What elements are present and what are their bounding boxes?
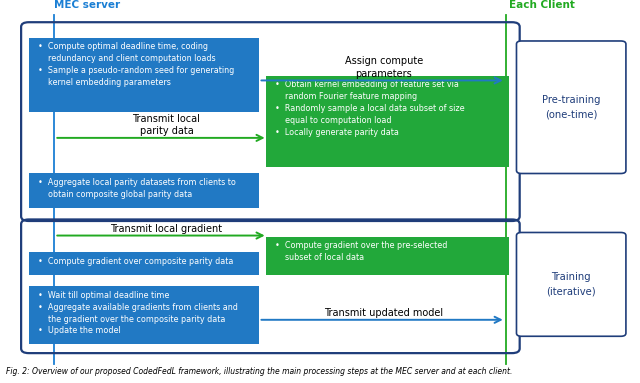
FancyBboxPatch shape [29,286,259,344]
Text: Fig. 2: Overview of our proposed CodedFedL framework, illustrating the main proc: Fig. 2: Overview of our proposed CodedFe… [6,367,513,376]
Text: Transmit local
parity data: Transmit local parity data [132,114,200,136]
Text: Transmit updated model: Transmit updated model [324,308,444,318]
FancyBboxPatch shape [29,252,259,275]
Text: Pre-training
(one-time): Pre-training (one-time) [542,95,600,119]
Text: Transmit local gradient: Transmit local gradient [110,224,223,234]
Text: •  Aggregate local parity datasets from clients to
    obtain composite global p: • Aggregate local parity datasets from c… [38,178,236,199]
Text: •  Compute optimal deadline time, coding
    redundancy and client computation l: • Compute optimal deadline time, coding … [38,42,235,87]
FancyBboxPatch shape [29,173,259,208]
Text: •  Compute gradient over the pre-selected
    subset of local data: • Compute gradient over the pre-selected… [275,241,447,262]
FancyBboxPatch shape [266,237,509,275]
Text: MEC server: MEC server [54,0,120,10]
Text: Assign compute
parameters: Assign compute parameters [345,56,423,79]
Text: •  Compute gradient over composite parity data: • Compute gradient over composite parity… [38,257,234,265]
FancyBboxPatch shape [29,38,259,112]
Text: •  Obtain kernel embedding of feature set via
    random Fourier feature mapping: • Obtain kernel embedding of feature set… [275,80,465,137]
FancyBboxPatch shape [516,232,626,336]
Text: •  Wait till optimal deadline time
•  Aggregate available gradients from clients: • Wait till optimal deadline time • Aggr… [38,291,238,336]
Text: Each Client: Each Client [509,0,575,10]
FancyBboxPatch shape [516,41,626,173]
Text: Training
(iterative): Training (iterative) [547,272,596,296]
FancyBboxPatch shape [266,76,509,167]
